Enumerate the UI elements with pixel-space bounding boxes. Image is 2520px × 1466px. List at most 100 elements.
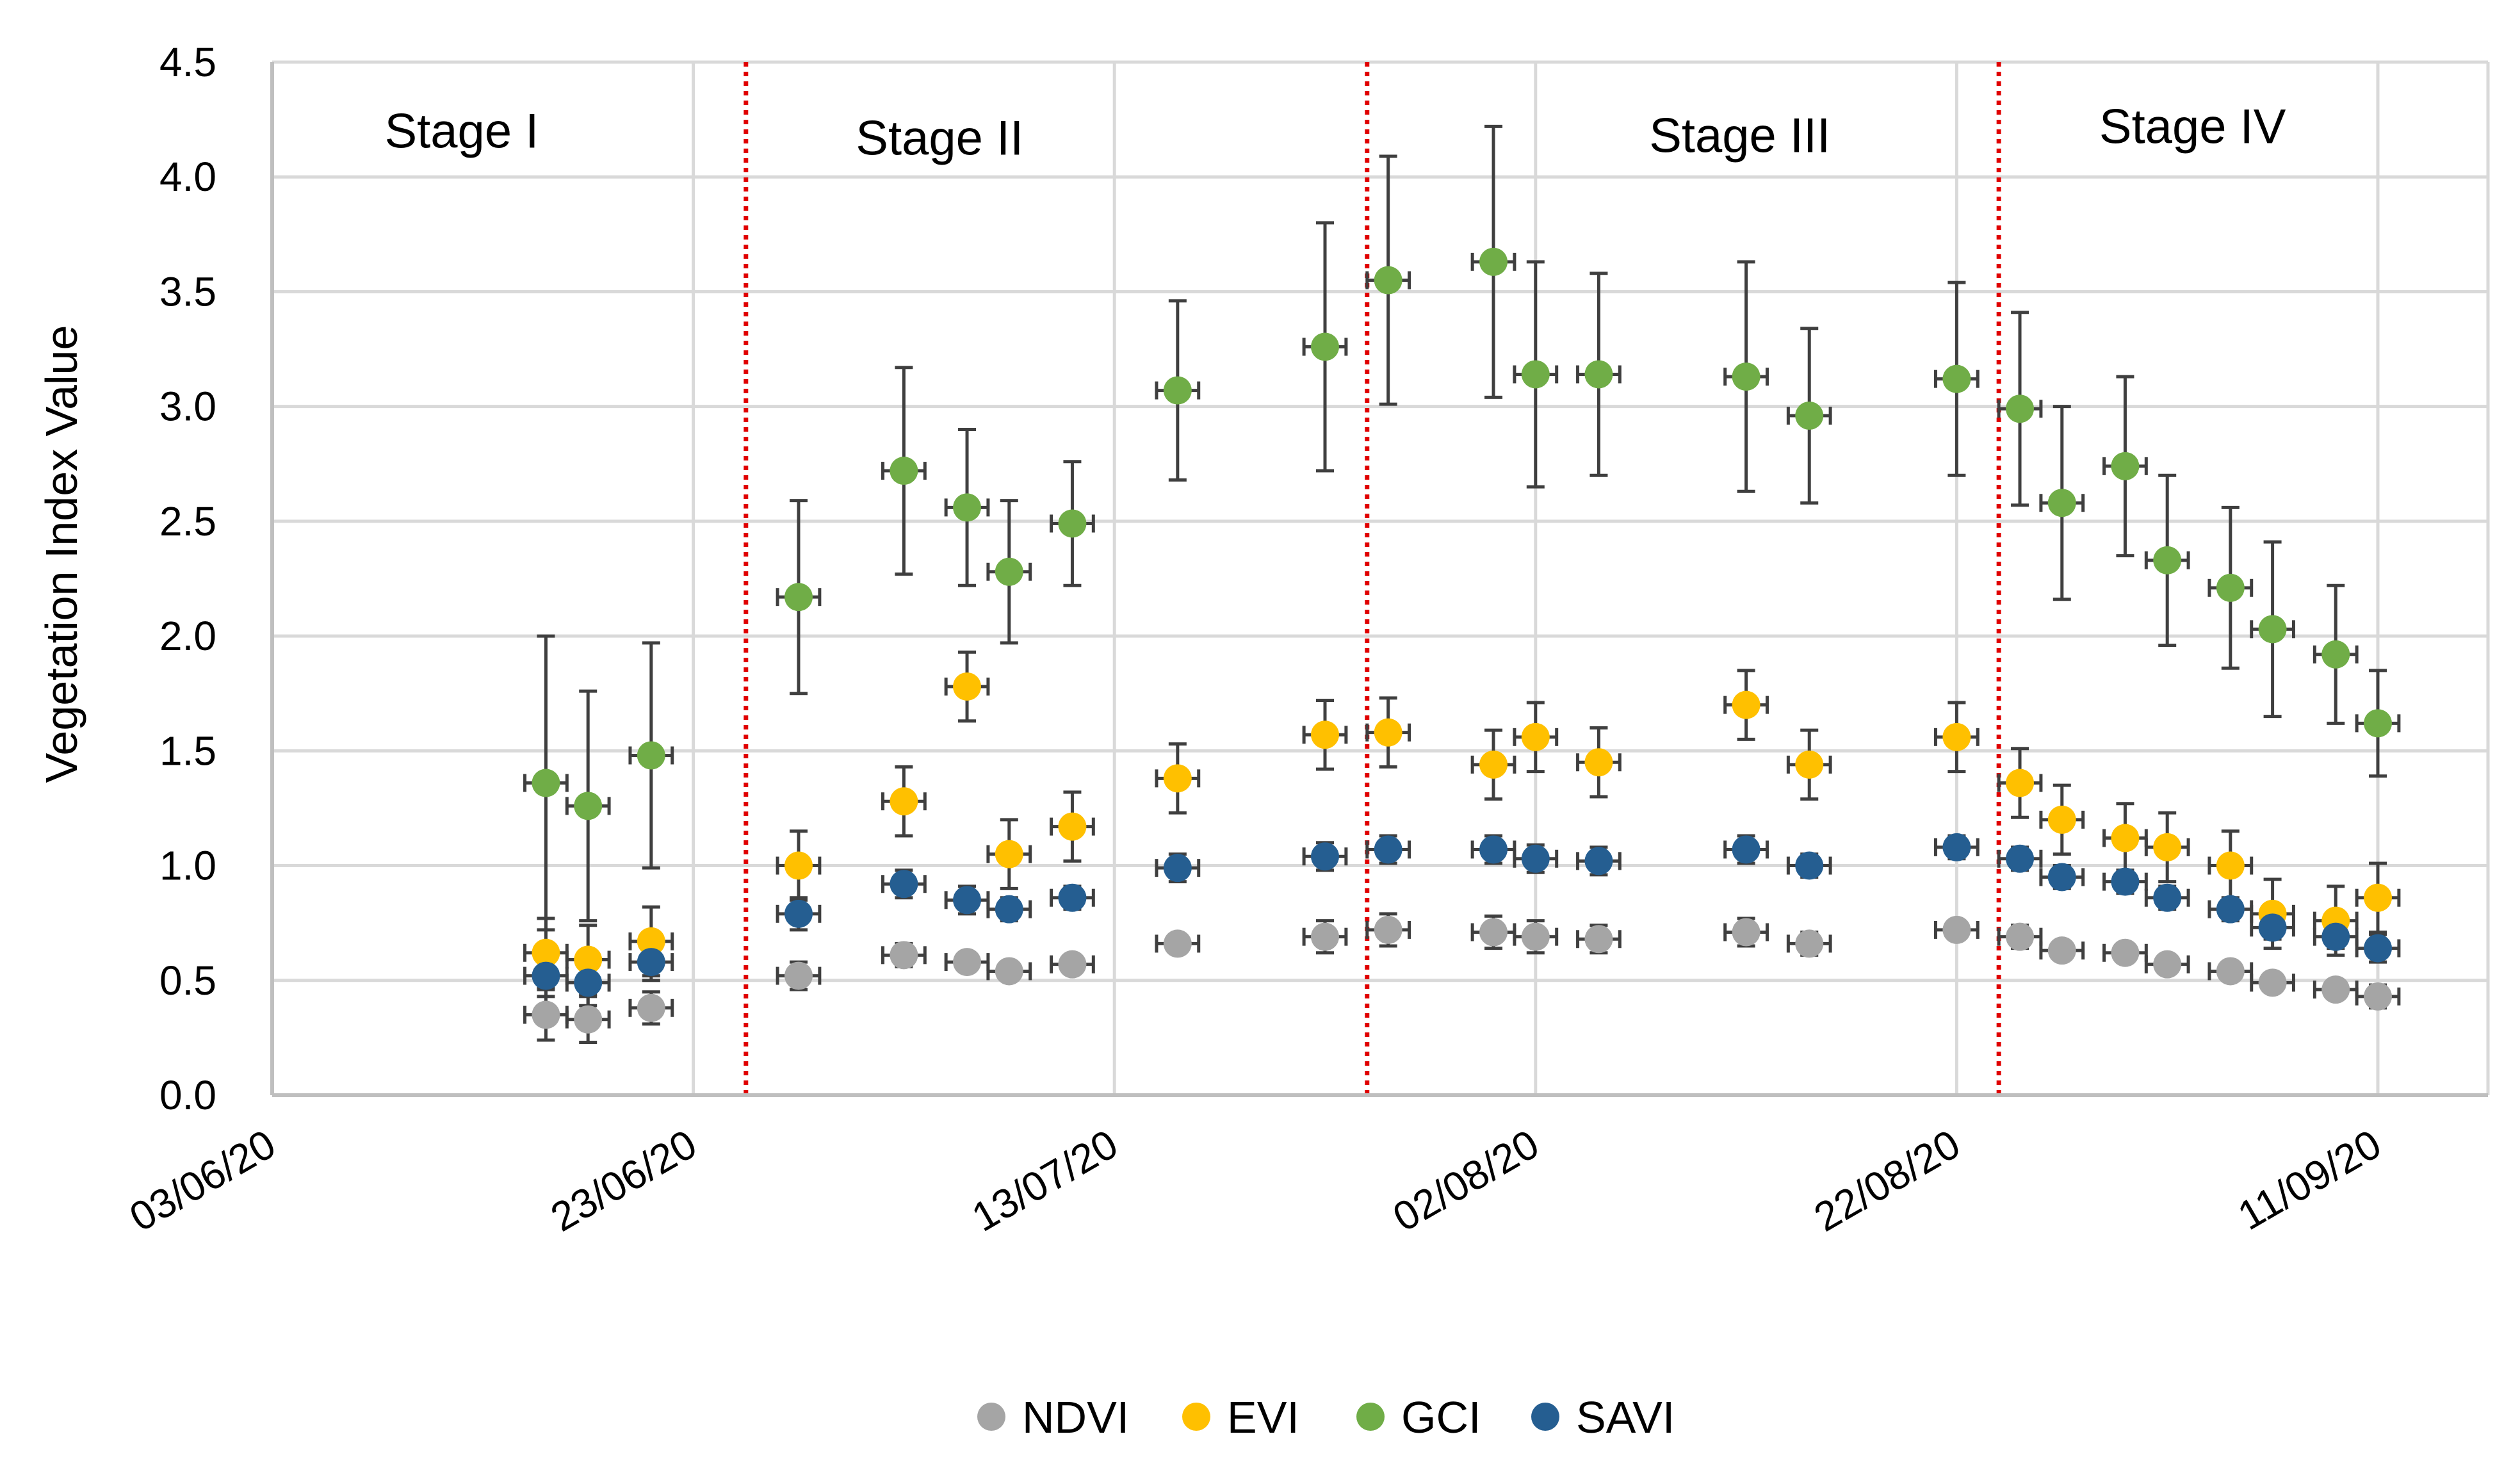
x-tick-label: 11/09/20 bbox=[2230, 1121, 2389, 1239]
data-point-savi bbox=[2111, 867, 2140, 896]
data-point-gci bbox=[2153, 546, 2182, 574]
data-point-gci bbox=[953, 493, 982, 522]
data-point-gci bbox=[1163, 376, 1192, 405]
legend-item-ndvi: NDVI bbox=[977, 1392, 1129, 1442]
data-point-ndvi bbox=[995, 957, 1023, 986]
data-point-evi bbox=[532, 938, 560, 967]
data-point-ndvi bbox=[1479, 918, 1508, 947]
data-point-gci bbox=[1942, 364, 1971, 393]
data-point-savi bbox=[2321, 922, 2350, 951]
legend-marker-evi bbox=[1182, 1403, 1210, 1431]
y-tick-label: 2.5 bbox=[159, 498, 216, 544]
y-tick-label: 4.5 bbox=[159, 39, 216, 85]
data-point-ndvi bbox=[2111, 938, 2140, 967]
data-point-gci bbox=[995, 557, 1023, 586]
data-point-savi bbox=[1163, 854, 1192, 883]
legend-marker-ndvi bbox=[977, 1403, 1005, 1431]
data-point-gci bbox=[2258, 615, 2287, 644]
data-point-ndvi bbox=[890, 941, 918, 970]
data-point-savi bbox=[637, 948, 665, 977]
data-point-evi bbox=[574, 945, 603, 974]
legend-label: SAVI bbox=[1576, 1392, 1675, 1442]
data-point-evi bbox=[995, 840, 1023, 868]
legend-label: NDVI bbox=[1022, 1392, 1129, 1442]
data-point-gci bbox=[1732, 362, 1760, 391]
data-point-gci bbox=[2006, 395, 2035, 423]
data-point-savi bbox=[784, 899, 813, 928]
data-point-ndvi bbox=[532, 1000, 560, 1029]
data-point-ndvi bbox=[2047, 936, 2076, 965]
data-point-evi bbox=[637, 927, 665, 956]
data-point-gci bbox=[784, 583, 813, 612]
legend-label: GCI bbox=[1401, 1392, 1481, 1442]
legend-label: EVI bbox=[1227, 1392, 1299, 1442]
y-tick-label: 0.0 bbox=[159, 1072, 216, 1118]
legend-marker-gci bbox=[1356, 1403, 1385, 1431]
data-point-ndvi bbox=[1795, 929, 1824, 958]
data-point-evi bbox=[1479, 750, 1508, 779]
y-axis-title: Vegetation Index Value bbox=[37, 325, 86, 783]
data-point-savi bbox=[1311, 842, 1339, 871]
data-point-ndvi bbox=[2364, 982, 2392, 1011]
stage-label: Stage IV bbox=[2099, 99, 2286, 154]
chart-labels: Vegetation Index Value Stage I Stage II St… bbox=[37, 99, 2286, 783]
data-point-gci bbox=[2216, 573, 2245, 602]
data-point-gci bbox=[2364, 709, 2392, 738]
data-point-evi bbox=[2047, 805, 2076, 834]
data-point-evi bbox=[2364, 883, 2392, 912]
data-point-ndvi bbox=[1942, 915, 1971, 944]
y-tick-label: 2.0 bbox=[159, 613, 216, 659]
y-tick-label: 4.0 bbox=[159, 154, 216, 200]
data-point-evi bbox=[1521, 722, 1550, 751]
legend-marker-savi bbox=[1531, 1403, 1559, 1431]
x-tick-label: 22/08/20 bbox=[1807, 1121, 1968, 1241]
data-points bbox=[532, 247, 2392, 1034]
data-point-gci bbox=[2321, 640, 2350, 669]
data-point-savi bbox=[2364, 934, 2392, 963]
data-point-evi bbox=[784, 851, 813, 880]
y-tick-label: 3.5 bbox=[159, 268, 216, 314]
data-point-savi bbox=[574, 968, 603, 997]
data-point-ndvi bbox=[1732, 918, 1760, 947]
data-point-savi bbox=[2216, 895, 2245, 924]
data-point-ndvi bbox=[637, 993, 665, 1022]
data-point-evi bbox=[1795, 750, 1824, 779]
data-point-ndvi bbox=[1374, 915, 1402, 944]
data-point-ndvi bbox=[2006, 922, 2035, 951]
data-point-evi bbox=[1058, 812, 1087, 841]
data-point-savi bbox=[1795, 851, 1824, 880]
stage-label: Stage III bbox=[1649, 109, 1830, 163]
y-tick-label: 1.5 bbox=[159, 728, 216, 774]
data-point-savi bbox=[1374, 835, 1402, 864]
data-point-savi bbox=[2258, 913, 2287, 942]
legend: NDVI EVI GCI SAVI bbox=[977, 1392, 1675, 1442]
data-point-gci bbox=[1374, 266, 1402, 295]
data-point-gci bbox=[1311, 332, 1339, 361]
data-point-savi bbox=[1584, 847, 1613, 876]
axes: 0.0 0.5 1.0 1.5 2.0 2.5 3.0 3.5 4.0 4.5 03/06/20 23… bbox=[122, 39, 2488, 1241]
data-point-evi bbox=[953, 672, 982, 701]
data-point-savi bbox=[995, 895, 1023, 924]
data-point-savi bbox=[953, 886, 982, 915]
legend-item-gci: GCI bbox=[1356, 1392, 1481, 1442]
data-point-gci bbox=[637, 741, 665, 770]
data-point-gci bbox=[1795, 402, 1824, 430]
data-point-ndvi bbox=[1584, 925, 1613, 954]
data-point-savi bbox=[2047, 863, 2076, 892]
data-point-evi bbox=[2153, 833, 2182, 861]
y-tick-label: 1.0 bbox=[159, 843, 216, 889]
data-point-evi bbox=[1732, 690, 1760, 719]
data-point-evi bbox=[1942, 722, 1971, 751]
x-tick-label: 13/07/20 bbox=[964, 1121, 1125, 1241]
data-point-ndvi bbox=[1311, 922, 1339, 951]
data-point-gci bbox=[1521, 360, 1550, 389]
data-point-savi bbox=[2006, 844, 2035, 873]
data-point-ndvi bbox=[953, 948, 982, 977]
data-point-savi bbox=[2153, 883, 2182, 912]
data-point-ndvi bbox=[1058, 950, 1087, 979]
legend-item-evi: EVI bbox=[1182, 1392, 1299, 1442]
y-tick-label: 0.5 bbox=[159, 957, 216, 1004]
data-point-evi bbox=[1311, 721, 1339, 749]
